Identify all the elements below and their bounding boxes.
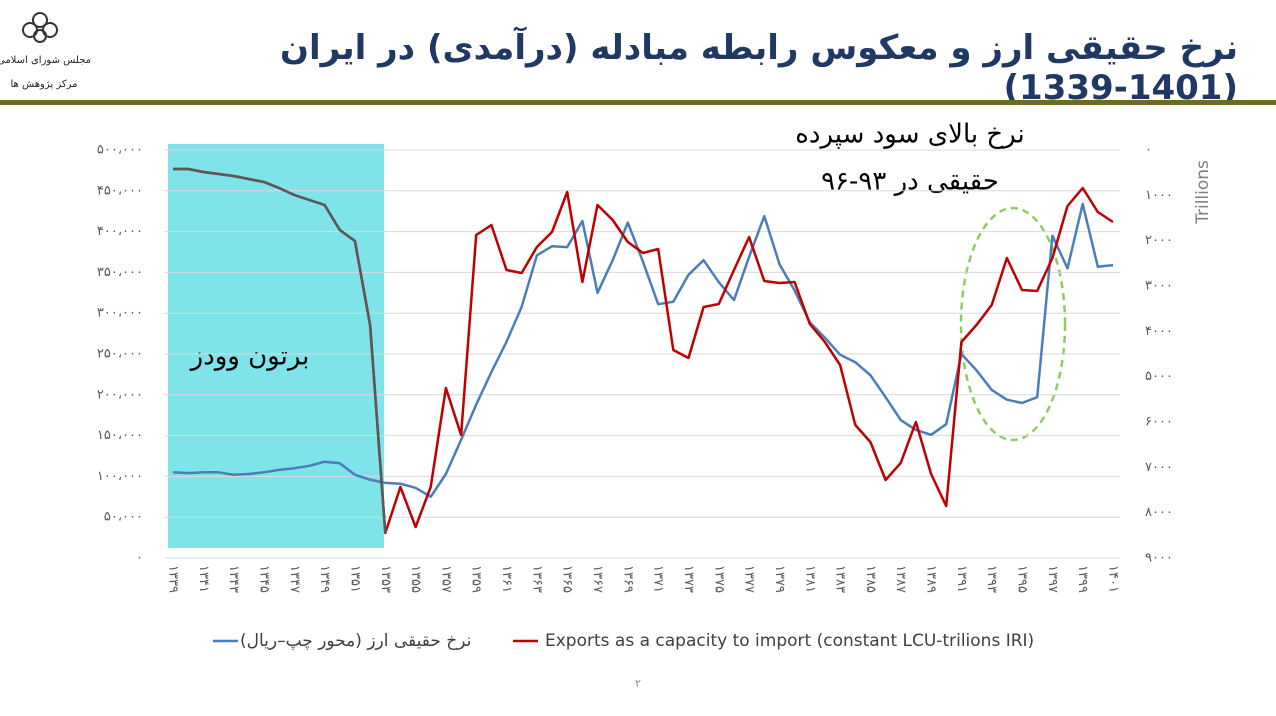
- x-tick-label: ۱۳۹۷: [1045, 565, 1060, 593]
- series-line-shaded: [173, 167, 387, 534]
- x-tick-label: ۱۳۵۷: [438, 565, 453, 593]
- x-tick-label: ۱۳۶۹: [620, 565, 635, 593]
- y2-tick-label: ۹۰۰۰: [1145, 551, 1173, 566]
- annotation: نرخ بالای سود سپرده: [795, 120, 1024, 150]
- logo-text: مجلس شورای اسلامی: [0, 55, 91, 66]
- x-tick-label: ۱۳۸۹: [924, 565, 939, 593]
- header-rule: [0, 100, 1276, 105]
- x-tick-label: ۱۳۵۹: [469, 565, 484, 593]
- x-tick-label: ۱۳۶۷: [590, 565, 605, 593]
- y-tick-label: ۱۵۰،۰۰۰: [97, 428, 143, 443]
- y2-tick-label: ۷۰۰۰: [1145, 460, 1173, 475]
- y2-tick-label: ۴۰۰۰: [1145, 324, 1173, 339]
- x-tick-label: ۱۳۷۳: [681, 565, 696, 593]
- x-tick-label: ۱۳۴۷: [287, 565, 302, 593]
- legend-label: Exports as a capacity to import (constan…: [545, 631, 1034, 651]
- x-tick-label: ۱۳۶۳: [529, 565, 544, 593]
- series-line: [172, 202, 1114, 499]
- y-tick-label: ۳۵۰،۰۰۰: [97, 265, 143, 280]
- x-tick-label: ۱۳۴۳: [226, 565, 241, 593]
- x-tick-label: ۱۳۳۹: [166, 565, 181, 593]
- y-tick-label: ۲۰۰،۰۰۰: [97, 387, 143, 402]
- logo-text: مرکز پژوهش ها: [11, 79, 78, 90]
- x-tick-label: ۱۳۹۳: [984, 565, 999, 593]
- x-tick-label: ۱۳۵۵: [408, 565, 423, 593]
- y-tick-label: ۰: [136, 551, 143, 566]
- y2-tick-label: ۳۰۰۰: [1145, 279, 1173, 294]
- x-tick-label: ۱۳۸۳: [833, 565, 848, 593]
- x-tick-label: ۱۳۷۷: [742, 565, 757, 593]
- logo: مجلس شورای اسلامی مرکز پژوهش ها: [0, 12, 91, 90]
- y2-tick-label: ۱۰۰۰: [1145, 188, 1173, 203]
- y-tick-label: ۱۰۰،۰۰۰: [97, 469, 143, 484]
- x-tick-label: ۱۴۰۱: [1106, 565, 1121, 593]
- x-tick-label: ۱۳۹۹: [1075, 565, 1090, 593]
- y2-tick-label: ۲۰۰۰: [1145, 233, 1173, 248]
- page-number: ۲: [635, 677, 641, 690]
- y2-axis-label: Trillions: [1193, 160, 1213, 225]
- bretton-woods-shade: [168, 144, 384, 548]
- x-tick-label: ۱۳۷۹: [772, 565, 787, 593]
- x-tick-label: ۱۳۹۵: [1015, 565, 1030, 593]
- y-tick-label: ۲۵۰،۰۰۰: [97, 347, 143, 362]
- x-tick-label: ۱۳۴۹: [317, 565, 332, 593]
- x-tick-label: ۱۳۷۱: [651, 565, 666, 593]
- x-tick-label: ۱۳۸۵: [863, 565, 878, 593]
- y-tick-label: ۵۰،۰۰۰: [104, 510, 143, 525]
- x-tick-label: ۱۳۸۱: [802, 565, 817, 593]
- y2-tick-label: ۸۰۰۰: [1145, 505, 1173, 520]
- x-tick-label: ۱۳۹۱: [954, 565, 969, 593]
- y-tick-label: ۴۰۰،۰۰۰: [97, 224, 143, 239]
- y-tick-label: ۵۰۰،۰۰۰: [97, 143, 143, 158]
- x-tick-label: ۱۳۵۳: [378, 565, 393, 593]
- annotation: حقیقی در ۹۳-۹۶: [821, 167, 999, 197]
- x-tick-label: ۱۳۶۵: [560, 565, 575, 593]
- y2-tick-label: ۰: [1145, 143, 1152, 158]
- x-tick-label: ۱۳۴۱: [196, 565, 211, 593]
- x-tick-label: ۱۳۷۵: [711, 565, 726, 593]
- y-tick-label: ۳۰۰،۰۰۰: [97, 306, 143, 321]
- y-tick-label: ۴۵۰،۰۰۰: [97, 183, 143, 198]
- highlight-ellipse: [959, 206, 1067, 442]
- x-tick-label: ۱۳۴۵: [256, 565, 271, 593]
- legend-label: نرخ حقیقی ارز (محور چپ–ریال): [240, 631, 471, 651]
- y2-tick-label: ۶۰۰۰: [1145, 415, 1173, 430]
- x-tick-label: ۱۳۸۷: [893, 565, 908, 593]
- x-tick-label: ۱۳۵۱: [347, 565, 362, 593]
- annotation: برتون وودز: [189, 342, 310, 372]
- y2-tick-label: ۵۰۰۰: [1145, 369, 1173, 384]
- x-tick-label: ۱۳۶۱: [499, 565, 514, 593]
